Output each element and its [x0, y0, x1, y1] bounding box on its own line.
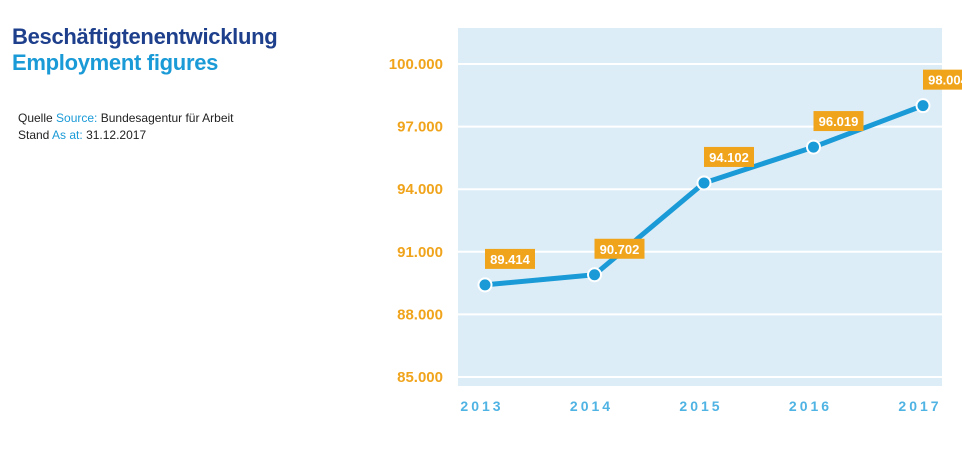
data-label: 90.702 [600, 242, 640, 257]
data-label-box [813, 111, 864, 132]
source-label-en: Source: [56, 111, 98, 125]
data-label: 89.414 [490, 252, 531, 267]
data-point [477, 277, 493, 293]
chart-title-english: Employment figures [12, 50, 219, 75]
source-label-de: Quelle [18, 111, 53, 125]
data-label: 94.102 [709, 150, 749, 165]
y-tick-label: 97.000 [397, 119, 443, 136]
chart-title-german: Beschäftigtenentwicklung [12, 24, 278, 49]
data-label-box [704, 146, 754, 167]
y-tick-label: 88.000 [397, 306, 443, 323]
data-label-box [594, 238, 645, 259]
y-tick-label: 85.000 [397, 369, 443, 386]
x-tick-label: 2015 [679, 398, 722, 414]
y-tick-label: 91.000 [397, 244, 443, 261]
data-point [806, 139, 821, 155]
y-tick-label: 94.000 [397, 181, 443, 198]
data-label: 96.019 [819, 114, 859, 129]
data-point [696, 175, 712, 191]
data-label: 98.004 [928, 73, 962, 88]
x-tick-label: 2014 [570, 398, 613, 414]
x-tick-label: 2017 [898, 398, 941, 414]
data-label-box [485, 248, 535, 269]
as-of-value: 31.12.2017 [86, 128, 147, 142]
data-point [915, 98, 931, 114]
x-tick-label: 2016 [789, 398, 832, 414]
data-point [587, 267, 602, 283]
x-tick-label: 2013 [460, 398, 503, 414]
as-of-label-de: Stand [18, 128, 50, 142]
source-value: Bundesagentur für Arbeit [100, 111, 234, 125]
plot-background [458, 28, 942, 386]
y-tick-label: 100.000 [389, 56, 443, 73]
data-label-box [923, 69, 962, 90]
source-line: Quelle Source: Bundesagentur für Arbeit [18, 111, 234, 125]
as-of-line: Stand As at: 31.12.2017 [18, 128, 146, 142]
as-of-label-en: As at: [52, 128, 83, 142]
